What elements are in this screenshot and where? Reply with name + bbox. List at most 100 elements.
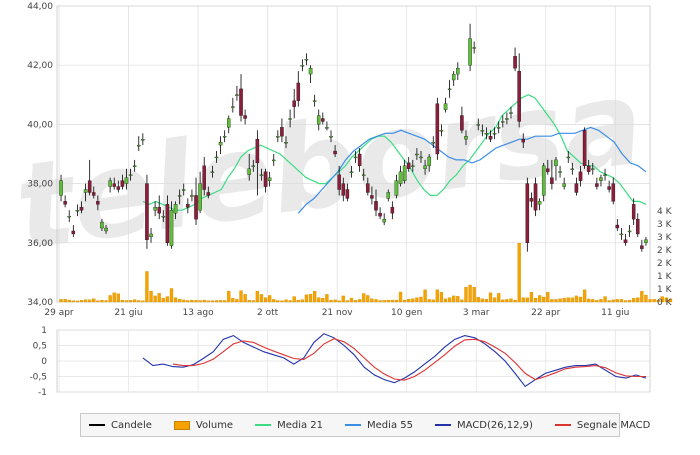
volume-bar: [452, 295, 456, 303]
volume-bar: [329, 299, 333, 303]
volume-bar: [137, 300, 141, 303]
volume-bar: [636, 297, 640, 303]
candle-down: [623, 239, 628, 243]
candle-up: [419, 156, 423, 159]
volume-bar: [513, 299, 517, 303]
candle-down: [120, 180, 125, 187]
candle-up: [468, 38, 472, 66]
candle-down: [611, 183, 615, 202]
volume-bar: [423, 289, 427, 303]
candle-up: [599, 177, 603, 181]
legend-label: Candele: [111, 419, 152, 431]
candle-up: [182, 189, 186, 191]
candle-up: [566, 156, 570, 159]
volume-bar: [407, 299, 411, 303]
volume-bar: [623, 300, 628, 303]
volume-bar: [296, 299, 300, 303]
candle-up: [496, 127, 501, 129]
candle-up: [456, 68, 460, 75]
candle-up: [509, 112, 513, 114]
candle-down: [292, 100, 296, 107]
candle-up: [591, 168, 595, 170]
volume-bar: [112, 292, 116, 303]
candle-up: [619, 233, 624, 236]
candle-down: [357, 153, 362, 166]
ma55-line: [297, 126, 647, 214]
volume-bar: [660, 296, 664, 303]
volume-bar: [546, 292, 550, 303]
candle-up: [361, 174, 366, 176]
volume-tick-label: 1 K: [657, 272, 673, 282]
volume-bar: [550, 299, 554, 303]
candle-down: [636, 218, 640, 235]
volume-bar: [419, 296, 423, 303]
volume-bar: [120, 299, 125, 303]
candle-up: [304, 59, 309, 61]
candle-down: [488, 136, 493, 140]
volume-bar: [141, 300, 145, 303]
candle-up: [276, 136, 280, 138]
volume-tick-label: 1 K: [657, 285, 673, 295]
volume-bar: [582, 289, 587, 303]
volume-bar: [104, 300, 108, 303]
volume-bar: [382, 300, 386, 303]
candle-up: [484, 133, 489, 135]
volume-bar: [100, 299, 104, 303]
volume-bar: [415, 297, 419, 303]
volume-bar: [145, 271, 149, 303]
volume-bar: [464, 287, 468, 303]
moving-averages: [142, 94, 647, 214]
volume-bar: [223, 300, 227, 303]
legend-swatch: [554, 424, 571, 426]
candle-up: [137, 144, 141, 147]
volume-bar: [611, 299, 615, 303]
volume-bar: [267, 295, 272, 303]
volume-bar: [390, 299, 395, 303]
candle-up: [75, 210, 80, 212]
legend-item: Media 55: [345, 420, 413, 431]
date-tick-label: 21 nov: [322, 308, 354, 318]
candle-up: [83, 189, 88, 193]
volume-bar: [537, 295, 542, 303]
candle-down: [582, 130, 587, 166]
candle-up: [222, 136, 227, 138]
candle-up: [644, 239, 648, 243]
candle-up: [153, 207, 157, 211]
volume-bar: [202, 299, 206, 303]
candle-down: [607, 186, 611, 190]
volume-bar: [71, 300, 75, 303]
volume-bar: [644, 294, 648, 303]
volume-bar: [63, 299, 67, 303]
volume-bar: [529, 292, 534, 303]
candle-up: [141, 139, 145, 141]
legend-label: Volume: [195, 419, 234, 431]
candle-down: [186, 204, 190, 208]
legend-label: Media 55: [367, 419, 413, 431]
candle-down: [529, 198, 534, 202]
volume-bar: [435, 289, 440, 303]
price-tick-label: 38,00: [27, 180, 53, 190]
candle-up: [505, 118, 509, 120]
candle-up: [415, 153, 419, 156]
volume-bar: [607, 300, 611, 303]
volume-bar: [88, 299, 92, 303]
date-tick-label: 21 giu: [114, 308, 142, 318]
volume-bar: [128, 300, 133, 303]
volume-bar: [239, 290, 243, 303]
macd-tick-label: -1: [38, 388, 47, 398]
candle-down: [243, 115, 247, 119]
volume-bar: [386, 299, 390, 303]
candle-down: [337, 174, 341, 190]
volume-bar: [480, 298, 484, 303]
volume-bar: [218, 300, 223, 303]
candle-down: [615, 224, 620, 229]
volume-bar: [92, 298, 96, 303]
volume-bar: [214, 300, 219, 303]
macd-tick-label: 0,5: [33, 342, 47, 352]
candle-up: [67, 216, 71, 218]
candle-down: [341, 183, 346, 196]
volume-bar: [439, 292, 444, 303]
candle-down: [112, 183, 116, 187]
date-tick-label: 29 apr: [44, 308, 74, 318]
volume-bar: [272, 299, 276, 303]
